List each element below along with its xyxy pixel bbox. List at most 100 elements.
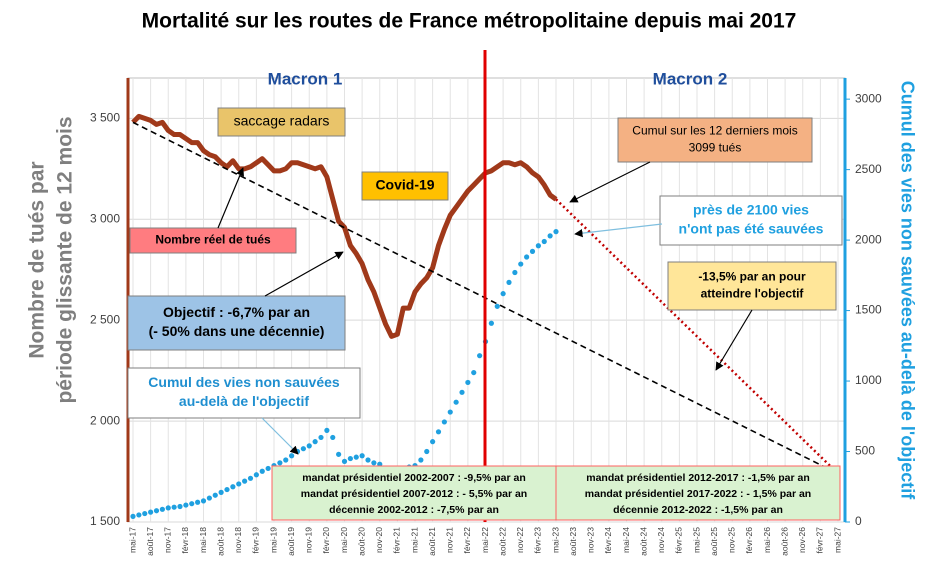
x-tick-label: févr-21	[392, 527, 402, 554]
dot	[318, 434, 324, 441]
dot	[500, 291, 506, 297]
y-tick-label: 2 000	[90, 413, 120, 427]
x-tick-label: nov-17	[163, 527, 173, 553]
dot	[218, 489, 224, 495]
arrow	[715, 309, 753, 371]
dot	[312, 439, 318, 445]
y2-tick-label: 2500	[855, 162, 882, 176]
dot	[459, 389, 465, 395]
info-table-text: mandat présidentiel 2017-2022 : - 1,5% p…	[585, 488, 811, 500]
x-tick-label: nov-21	[445, 527, 455, 553]
arrows	[217, 161, 753, 455]
info-table-text: mandat présidentiel 2007-2012 : - 5,5% p…	[301, 488, 527, 500]
annotation-text: -13,5% par an pour	[698, 270, 806, 284]
dot	[418, 457, 424, 463]
annotation-text: Cumul des vies non sauvées	[148, 374, 340, 390]
x-tick-label: mai-25	[691, 527, 701, 553]
annotation-box	[361, 171, 449, 201]
dot	[541, 238, 547, 245]
annotation-text: 3099 tués	[689, 141, 742, 155]
period-label: Macron 2	[653, 69, 728, 88]
dot	[300, 446, 306, 452]
annotation-text: saccage radars	[234, 113, 330, 129]
dot	[200, 498, 207, 504]
y2-tick-label: 1000	[855, 373, 882, 387]
y-tick-label: 3 000	[90, 211, 120, 225]
info-table-text: décennie 2012-2022 : -1,5% par an	[613, 504, 783, 516]
x-tick-label: mai-18	[198, 527, 208, 553]
y-tick-label: 1 500	[90, 514, 120, 528]
dot	[365, 457, 371, 463]
x-tick-label: août-20	[356, 527, 366, 556]
annotation-text: au-delà de l'objectif	[179, 393, 309, 409]
x-tick-label: févr-27	[815, 527, 825, 554]
x-tick-label: nov-24	[656, 527, 666, 553]
dot	[518, 261, 524, 267]
dot	[130, 513, 136, 519]
dot	[324, 427, 330, 433]
x-tick-label: août-18	[215, 527, 225, 556]
dot	[283, 457, 289, 463]
dot	[371, 460, 377, 466]
dot	[529, 248, 536, 254]
dot	[289, 453, 295, 459]
dot	[236, 481, 242, 487]
dot	[359, 453, 365, 459]
info-table	[271, 465, 557, 521]
x-tick-label: févr-22	[462, 527, 472, 554]
annotation-box	[617, 117, 813, 163]
x-tick-label: févr-26	[744, 527, 754, 554]
x-tick-label: févr-18	[180, 527, 190, 554]
dot	[242, 478, 248, 484]
dot	[553, 229, 559, 235]
arrow	[574, 223, 663, 238]
dot	[465, 379, 471, 386]
period-label: Macron 1	[268, 69, 343, 88]
x-tick-label: août-19	[286, 527, 296, 556]
annotation-text: Objectif : -6,7% par an	[163, 304, 310, 320]
info-table-text: décennie 2002-2012 : -7,5% par an	[329, 504, 499, 516]
dot	[471, 369, 477, 376]
x-tick-label: mai-27	[832, 527, 842, 553]
dot	[447, 409, 453, 415]
x-tick-label: févr-23	[533, 527, 543, 554]
annotation-text: atteindre l'objectif	[701, 287, 805, 301]
y-axis-title: période glissante de 12 mois	[54, 116, 77, 403]
dot	[183, 502, 189, 508]
x-tick-label: mai-20	[339, 527, 349, 553]
x-tick-label: août-25	[709, 527, 719, 556]
y2-tick-label: 1500	[855, 303, 882, 317]
info-table-text: mandat présidentiel 2002-2007 : -9,5% pa…	[302, 472, 526, 484]
arrow	[569, 161, 651, 203]
annotation-box	[667, 261, 837, 311]
x-tick-label: août-24	[638, 527, 648, 556]
x-tick-label: mai-19	[268, 527, 278, 553]
annotation-text: près de 2100 vies	[693, 202, 809, 218]
annotation-text: Nombre réel de tués	[155, 233, 271, 247]
x-tick-label: mai-17	[127, 527, 137, 553]
dot	[159, 506, 165, 512]
x-tick-label: août-21	[427, 527, 437, 556]
y2-tick-label: 3000	[855, 91, 882, 105]
y-tick-label: 2 500	[90, 312, 120, 326]
dot	[512, 269, 518, 276]
x-tick-label: août-22	[497, 527, 507, 556]
dot	[341, 458, 348, 464]
x-tick-label: août-26	[779, 527, 789, 556]
info-table	[555, 465, 841, 521]
dot	[424, 448, 430, 455]
x-tick-label: nov-19	[304, 527, 314, 553]
dot	[189, 501, 195, 507]
dot	[230, 484, 236, 490]
annotation-box	[127, 295, 346, 351]
dot	[488, 320, 494, 326]
arrow	[264, 251, 344, 297]
dot	[306, 443, 312, 449]
x-tick-label: nov-26	[797, 527, 807, 553]
dot	[330, 434, 336, 441]
x-tick-label: août-23	[568, 527, 578, 556]
y-axis-title: Nombre de tués par	[26, 161, 49, 358]
dot	[259, 468, 265, 474]
annotation-text: n'ont pas été sauvées	[679, 221, 824, 237]
